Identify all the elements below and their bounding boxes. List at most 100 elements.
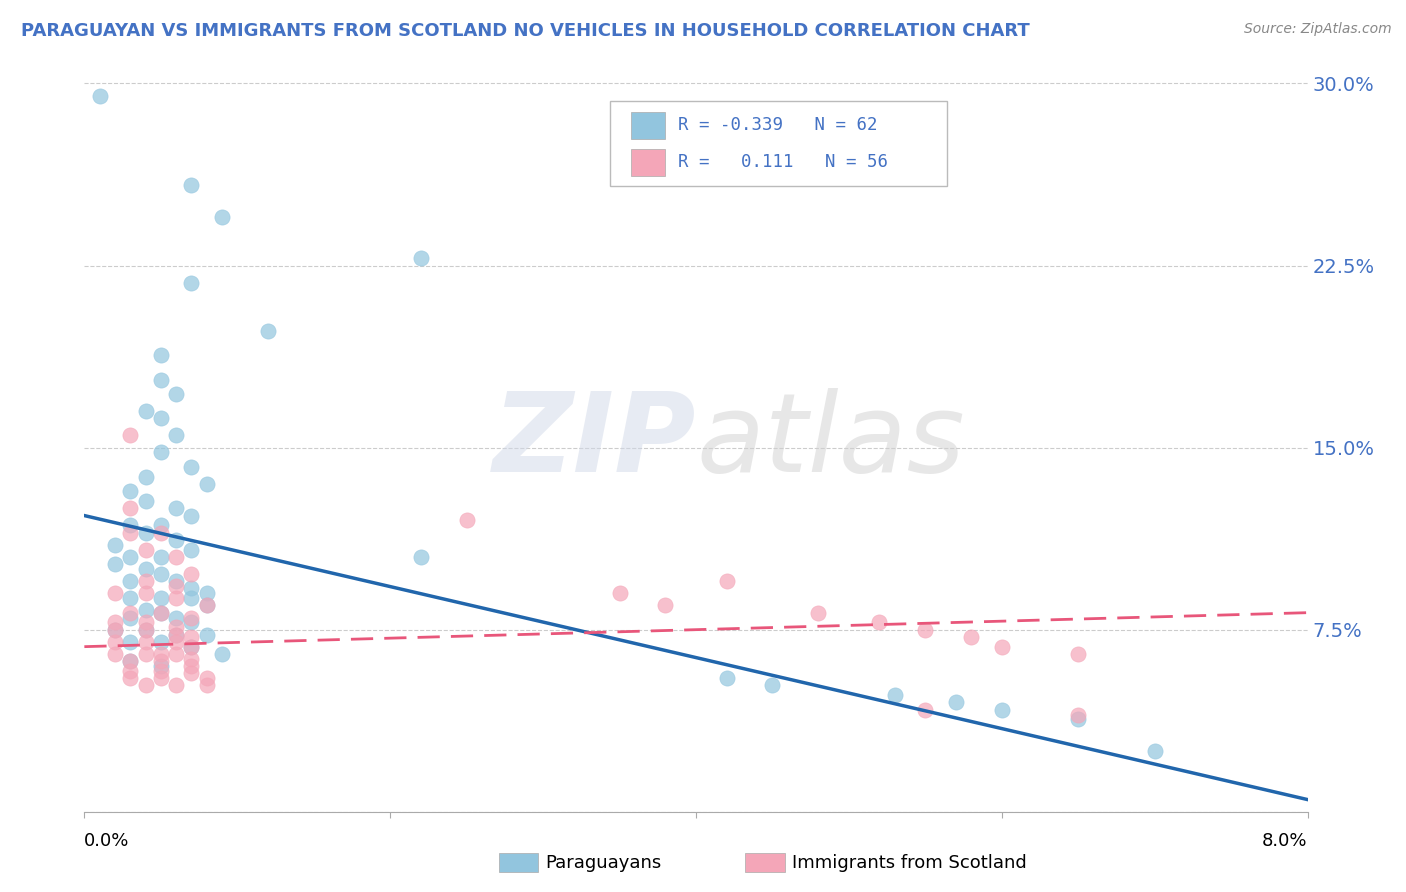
Text: R = -0.339   N = 62: R = -0.339 N = 62 xyxy=(678,117,877,135)
Point xyxy=(180,610,202,624)
Point xyxy=(120,654,142,668)
Point xyxy=(149,659,172,673)
Point xyxy=(149,518,172,533)
Point xyxy=(165,501,187,516)
Point xyxy=(135,525,157,540)
Point xyxy=(195,678,218,692)
Point xyxy=(180,566,202,581)
Point xyxy=(180,640,202,654)
Text: Paraguayans: Paraguayans xyxy=(546,854,662,871)
Point xyxy=(165,620,187,634)
Text: R =   0.111   N = 56: R = 0.111 N = 56 xyxy=(678,153,887,171)
Point xyxy=(165,591,187,606)
Point xyxy=(149,591,172,606)
Point xyxy=(654,599,676,613)
Point xyxy=(149,664,172,678)
Point xyxy=(120,501,142,516)
Point xyxy=(180,276,202,290)
Point xyxy=(149,671,172,685)
Point xyxy=(180,615,202,630)
Point xyxy=(120,428,142,442)
Point xyxy=(409,252,432,266)
Point xyxy=(195,671,218,685)
Point xyxy=(165,387,187,401)
Point xyxy=(165,627,187,641)
Point xyxy=(149,411,172,425)
Point xyxy=(89,88,111,103)
Point xyxy=(211,647,233,661)
Point xyxy=(104,635,127,649)
Point xyxy=(120,518,142,533)
Point xyxy=(165,533,187,547)
Point xyxy=(120,549,142,564)
Point xyxy=(135,404,157,418)
Point xyxy=(180,640,202,654)
Point xyxy=(135,494,157,508)
Point xyxy=(135,469,157,483)
Point xyxy=(180,666,202,681)
Point xyxy=(135,562,157,576)
Point xyxy=(104,623,127,637)
Point xyxy=(149,566,172,581)
Point xyxy=(149,606,172,620)
Point xyxy=(104,623,127,637)
Point xyxy=(609,586,631,600)
Point xyxy=(165,428,187,442)
Point xyxy=(165,627,187,641)
Point xyxy=(1067,707,1090,722)
Point xyxy=(1143,744,1166,758)
Point xyxy=(991,640,1014,654)
Point xyxy=(120,610,142,624)
Point xyxy=(135,542,157,557)
Point xyxy=(120,574,142,588)
Point xyxy=(914,703,936,717)
Point xyxy=(135,603,157,617)
Point xyxy=(257,324,280,338)
Point xyxy=(120,525,142,540)
Point xyxy=(135,615,157,630)
Point xyxy=(716,574,738,588)
Point xyxy=(165,574,187,588)
Point xyxy=(195,627,218,641)
Point xyxy=(716,671,738,685)
Point xyxy=(165,635,187,649)
Point xyxy=(104,647,127,661)
Point xyxy=(180,508,202,523)
Point xyxy=(180,630,202,644)
Point xyxy=(135,574,157,588)
Point xyxy=(1067,647,1090,661)
Point xyxy=(135,647,157,661)
Point xyxy=(120,591,142,606)
Point xyxy=(149,373,172,387)
Point xyxy=(165,678,187,692)
Text: 8.0%: 8.0% xyxy=(1263,832,1308,850)
Point xyxy=(211,210,233,224)
Point xyxy=(195,586,218,600)
Point xyxy=(180,460,202,475)
Point xyxy=(991,703,1014,717)
Point xyxy=(135,635,157,649)
Point xyxy=(165,610,187,624)
Point xyxy=(180,178,202,193)
Point xyxy=(104,586,127,600)
Point xyxy=(165,647,187,661)
Point xyxy=(104,557,127,571)
Point xyxy=(960,630,983,644)
Point xyxy=(149,635,172,649)
Point xyxy=(149,445,172,459)
Text: PARAGUAYAN VS IMMIGRANTS FROM SCOTLAND NO VEHICLES IN HOUSEHOLD CORRELATION CHAR: PARAGUAYAN VS IMMIGRANTS FROM SCOTLAND N… xyxy=(21,22,1029,40)
Point xyxy=(104,615,127,630)
Point xyxy=(195,477,218,491)
Point xyxy=(761,678,783,692)
Point xyxy=(883,688,905,702)
Point xyxy=(807,606,830,620)
Point xyxy=(149,647,172,661)
FancyBboxPatch shape xyxy=(610,101,946,186)
Text: Immigrants from Scotland: Immigrants from Scotland xyxy=(792,854,1026,871)
Point xyxy=(120,671,142,685)
Point xyxy=(135,623,157,637)
Point xyxy=(409,549,432,564)
Point xyxy=(180,542,202,557)
FancyBboxPatch shape xyxy=(631,112,665,139)
Point xyxy=(914,623,936,637)
